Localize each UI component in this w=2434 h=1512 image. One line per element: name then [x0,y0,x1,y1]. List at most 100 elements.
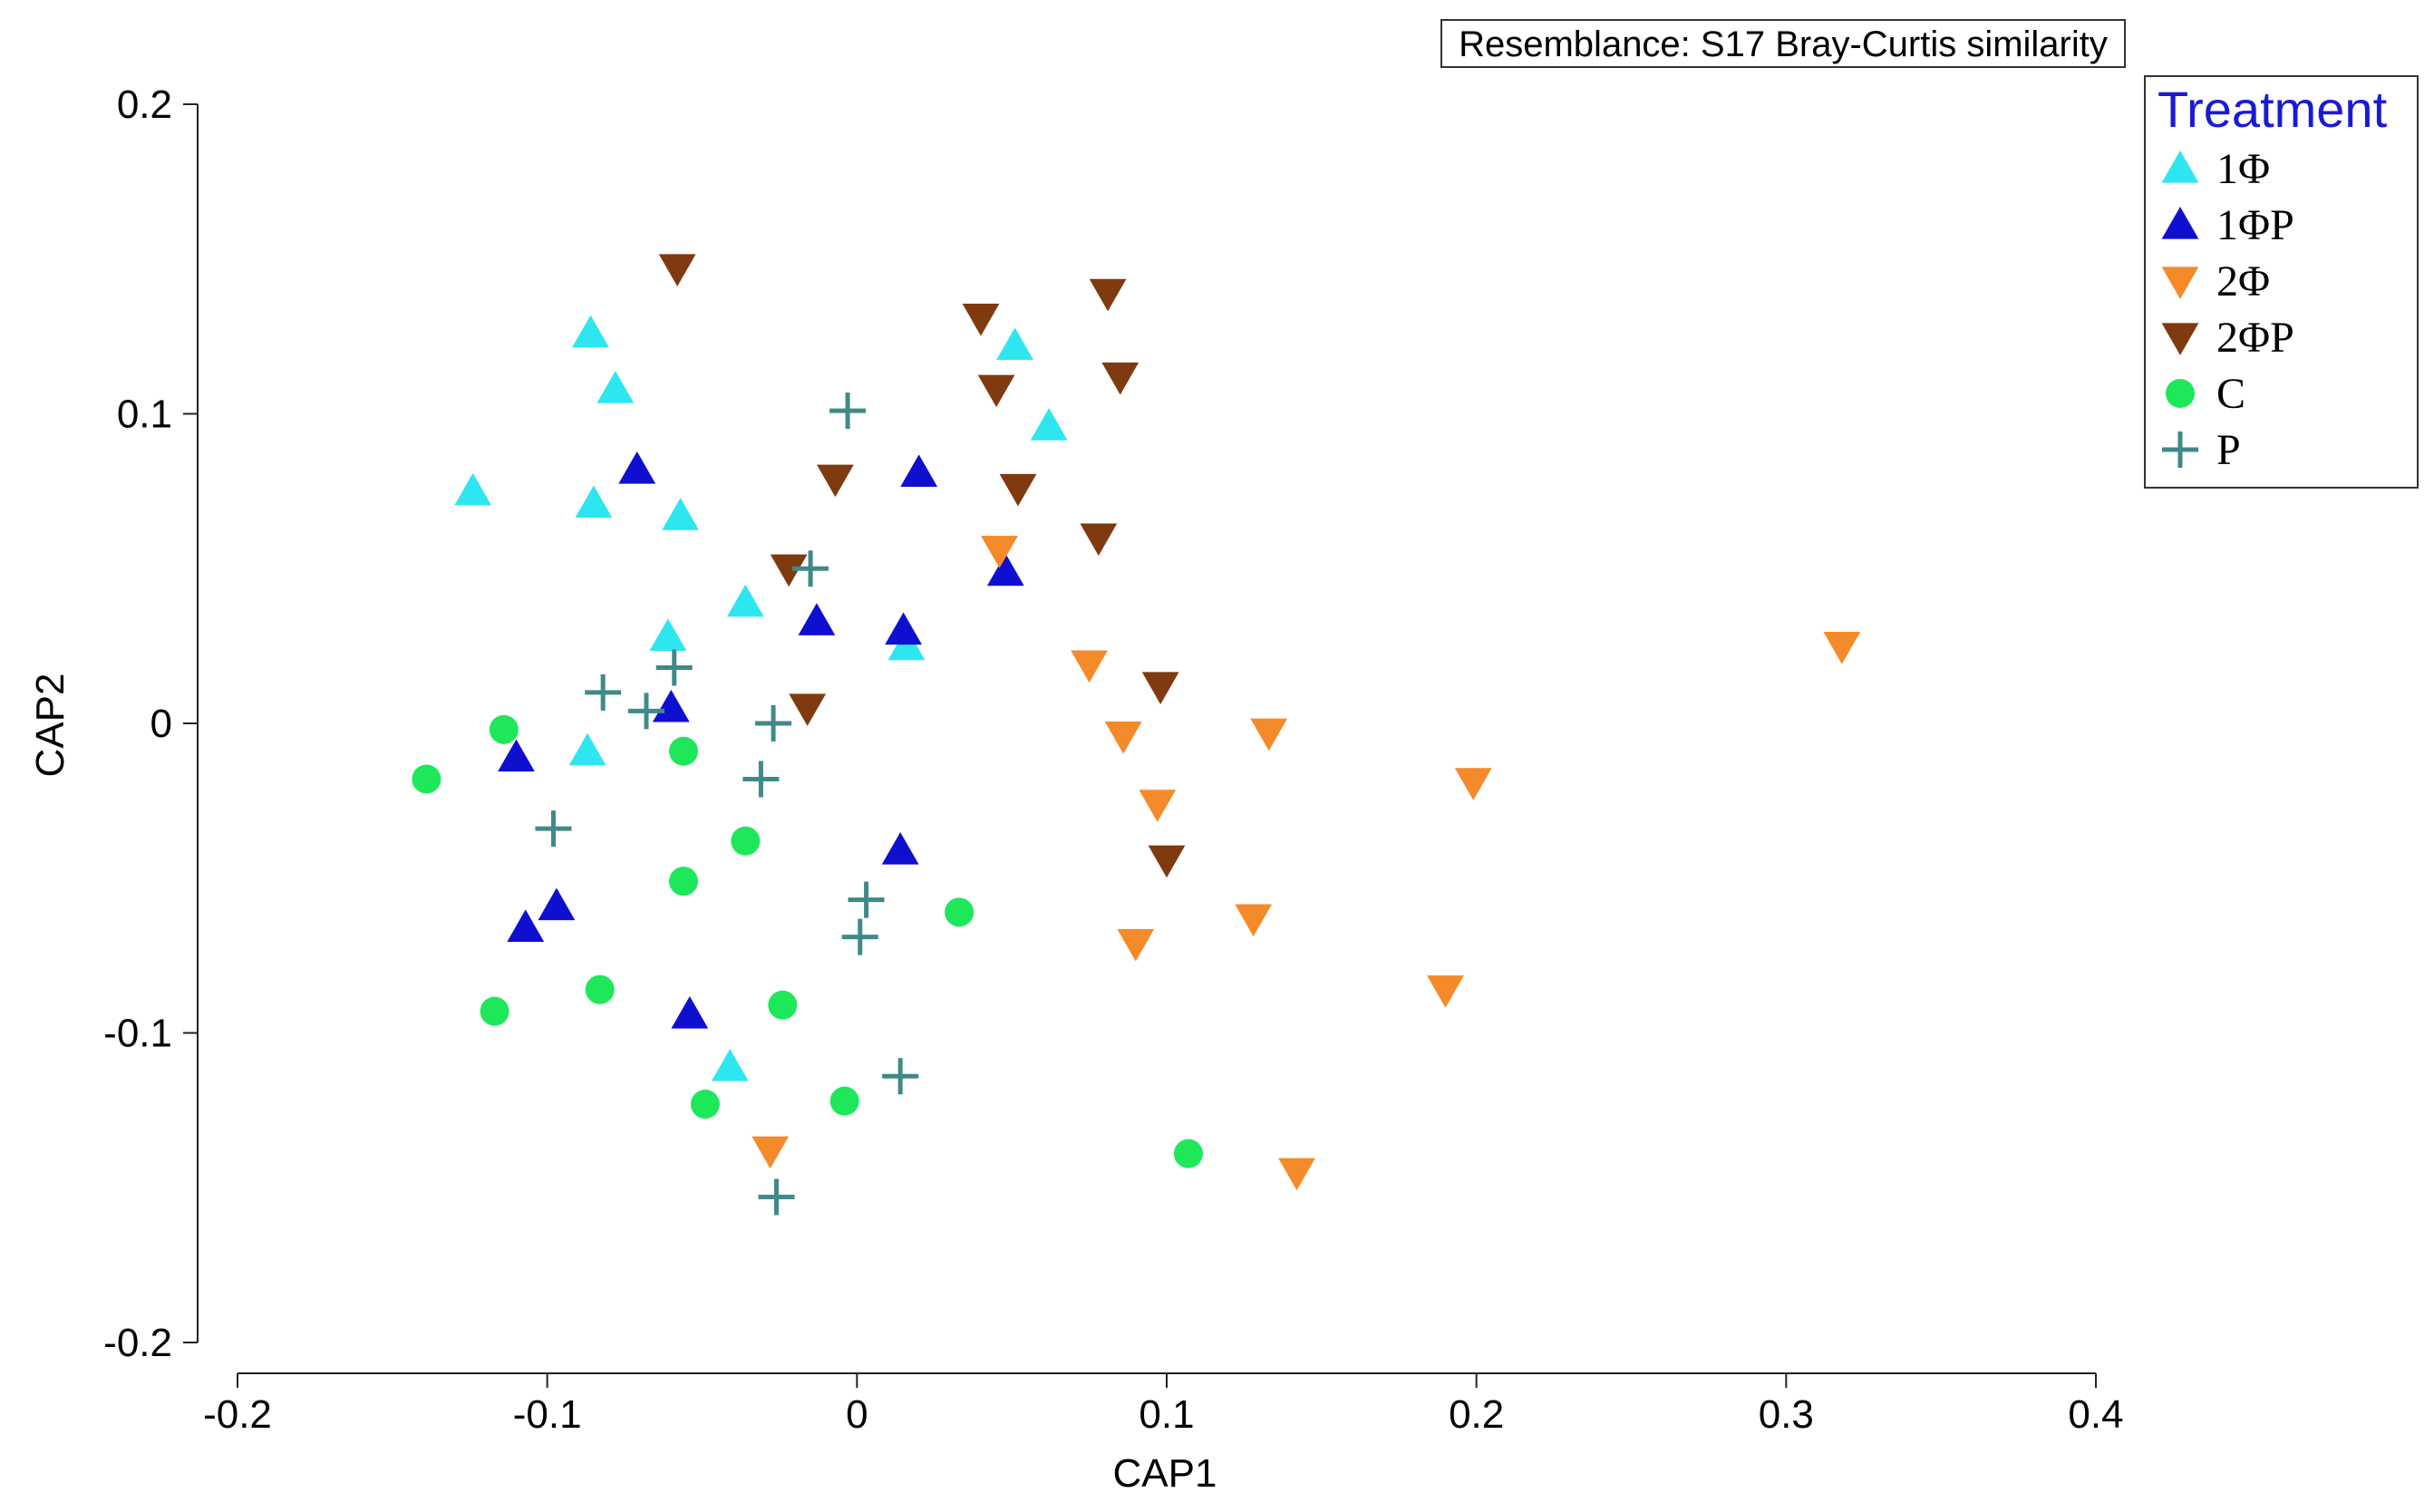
data-point [568,732,606,766]
y-tick-label: 0.1 [117,393,172,437]
data-point [535,810,572,848]
legend-marker [2161,323,2199,355]
series-1 [498,451,1024,1029]
data-point [1250,718,1288,751]
resemblance-frame [1440,19,2126,68]
legend-marker [2166,379,2195,408]
data-point [575,485,613,519]
legend-title: Treatment [2158,81,2388,138]
data-point [489,714,519,744]
data-point [1139,790,1177,822]
series-3 [658,254,1186,878]
x-tick-label: 0.3 [1759,1392,1814,1437]
data-point [829,1086,859,1116]
data-point [1117,928,1155,962]
resemblance-box: Resemblance: S17 Bray-Curtis similarity [1440,19,2126,68]
data-point [798,603,836,635]
data-point [848,881,885,918]
data-point [655,649,693,686]
data-point [1104,722,1142,754]
data-point [1148,845,1186,878]
y-axis-title: CAP2 [28,674,73,778]
data-point [981,536,1018,568]
data-point [829,393,867,430]
x-tick-label: 0 [846,1392,868,1437]
y-tick-label: -0.1 [103,1012,172,1056]
data-point [1089,278,1127,312]
data-point [752,1136,790,1169]
data-point [1071,650,1108,683]
data-point [986,553,1024,586]
data-point [900,454,938,487]
data-point [885,612,922,645]
data-point [454,472,492,506]
data-point [711,1049,749,1081]
data-point [1823,632,1861,664]
legend-label: P [2216,426,2241,474]
legend: Treatment 1Φ 1ΦP 2Φ 2ΦP CP [2144,75,2419,489]
data-point [882,1058,919,1095]
resemblance-label: Resemblance: S17 Bray-Curtis similarity [1459,24,2108,64]
data-point [412,764,441,794]
data-point [1278,1158,1315,1191]
x-tick-label: 0.2 [1449,1392,1504,1437]
data-point [1427,975,1464,1008]
data-point [507,909,545,942]
data-point [1454,768,1492,800]
data-point [731,826,761,856]
data-point [538,887,576,921]
data-point [996,327,1033,360]
legend-frame [2144,75,2419,489]
data-point [1030,408,1068,441]
legend-label: 1Φ [2216,145,2270,193]
x-axis-title: CAP1 [1113,1451,1217,1496]
data-point [945,897,975,927]
data-points [412,254,1861,1216]
data-point [669,867,698,897]
x-tick-label: 0.1 [1139,1392,1194,1437]
series-4 [412,714,1203,1168]
data-point [962,304,1000,336]
data-point [742,761,780,798]
data-point [792,550,829,587]
y-tick-label: 0 [150,702,172,746]
data-point [1080,523,1118,557]
x-tick-label: -0.2 [203,1392,272,1437]
data-point [758,1178,795,1216]
data-point [768,990,798,1020]
legend-marker [2161,207,2199,239]
data-point [498,739,535,772]
data-point [669,736,698,766]
legend-label: 2Φ [2216,257,2270,305]
legend-marker [2161,150,2199,183]
data-point [572,315,609,348]
series-2 [752,536,1861,1191]
data-point [789,693,827,726]
data-point [977,374,1015,408]
data-point [658,254,696,286]
data-point [881,832,919,865]
legend-label: 1ΦP [2216,201,2294,249]
x-tick-label: 0.4 [2068,1392,2123,1437]
data-point [671,996,709,1029]
x-tick-label: -0.1 [513,1392,582,1437]
data-point [1101,362,1139,395]
data-point [770,554,808,587]
data-point [1173,1139,1203,1168]
data-point [649,618,687,651]
data-point [480,996,509,1026]
legend-marker [2161,267,2199,299]
legend-items: 1Φ 1ΦP 2Φ 2ΦP CP [2161,145,2294,474]
data-point [1235,904,1273,937]
legend-label: 2ΦP [2216,314,2294,362]
data-point [585,974,615,1004]
y-tick-label: -0.2 [103,1321,172,1365]
legend-label: C [2216,370,2245,418]
data-point [755,705,792,741]
axes: -0.2 -0.1 0 0.1 0.2 0.3 0.4 0.2 0.1 0 -0.1 -0.2 CAP1… [28,82,2124,1496]
data-point [999,473,1037,507]
data-point [596,371,635,403]
data-point [817,464,854,498]
